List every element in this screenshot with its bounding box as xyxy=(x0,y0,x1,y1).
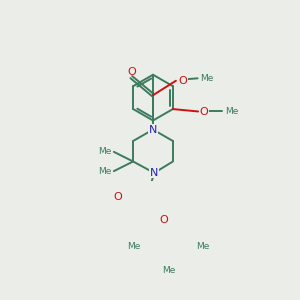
Text: Me: Me xyxy=(196,242,210,251)
Text: Me: Me xyxy=(162,266,175,275)
Text: O: O xyxy=(127,67,136,77)
Text: Me: Me xyxy=(225,107,238,116)
Text: O: O xyxy=(178,76,187,86)
Text: N: N xyxy=(150,168,158,178)
Text: N: N xyxy=(149,124,157,135)
Text: Me: Me xyxy=(200,74,213,83)
Text: O: O xyxy=(200,107,208,117)
Text: O: O xyxy=(160,215,168,225)
Text: Me: Me xyxy=(98,147,111,156)
Text: Me: Me xyxy=(128,242,141,251)
Text: Me: Me xyxy=(98,167,111,176)
Text: O: O xyxy=(114,192,122,202)
